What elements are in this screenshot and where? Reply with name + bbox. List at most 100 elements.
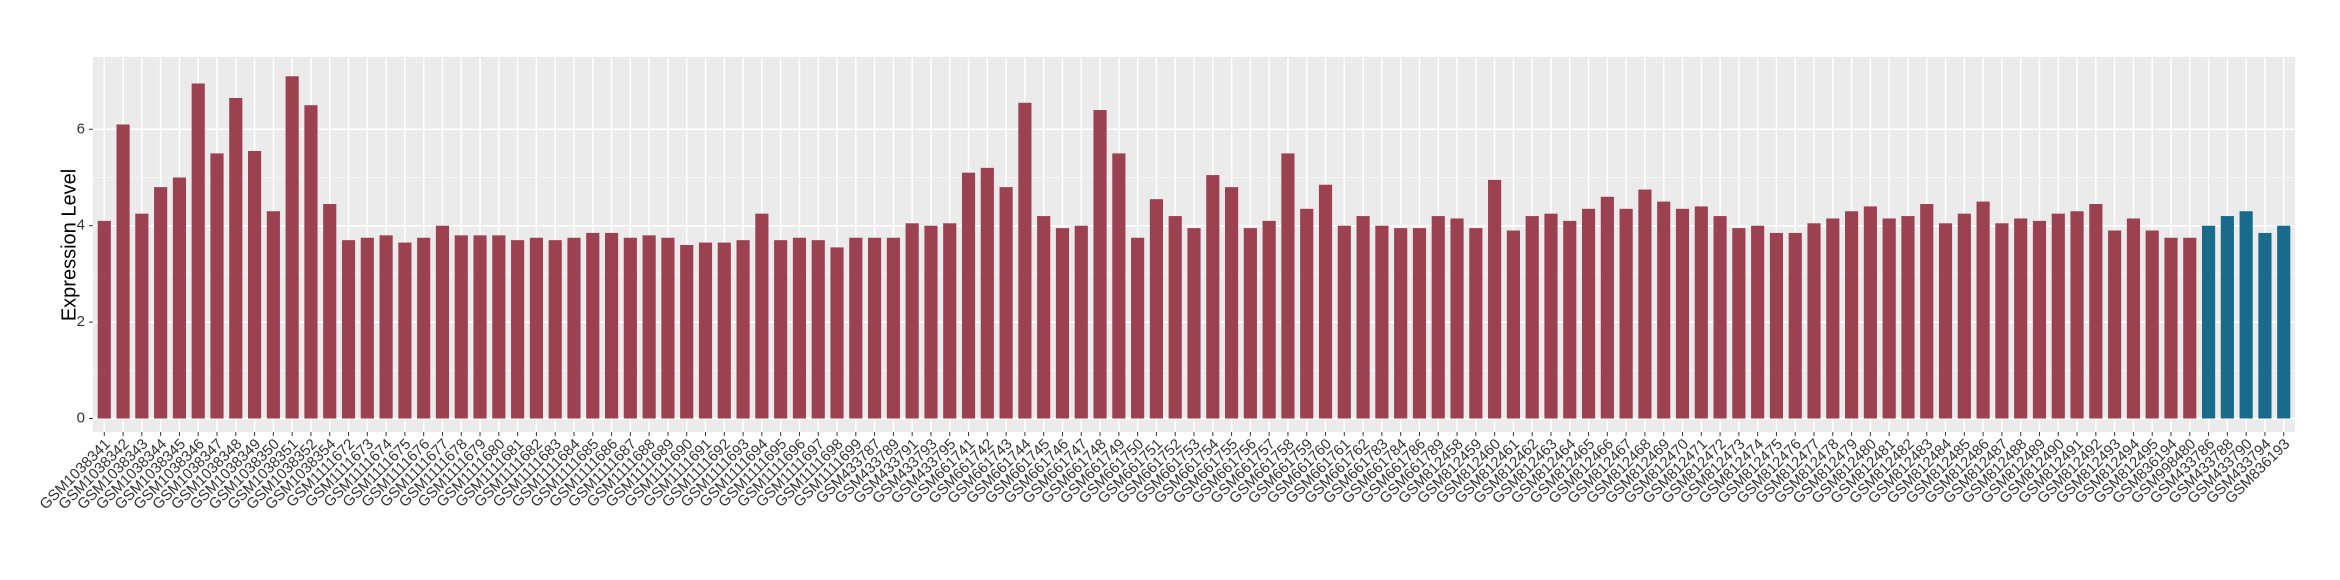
- bar: [1525, 216, 1539, 419]
- bar: [1769, 232, 1784, 419]
- labels: 0246GSM1038341GSM1038342GSM1038343GSM103…: [36, 120, 2293, 513]
- bar: [1168, 216, 1182, 419]
- bar: [1506, 230, 1520, 419]
- bar: [2051, 213, 2065, 419]
- bar: [1675, 208, 1690, 419]
- bars: [97, 76, 2291, 419]
- bar: [961, 172, 976, 419]
- bar: [435, 225, 450, 419]
- bar: [172, 177, 187, 419]
- bar: [1788, 232, 1802, 419]
- bar: [717, 242, 731, 419]
- bar: [1262, 220, 1276, 419]
- bar: [1807, 223, 1821, 419]
- bar: [924, 225, 938, 419]
- bar: [116, 124, 130, 419]
- bar: [1488, 179, 1502, 419]
- bar: [1901, 216, 1915, 419]
- bar: [492, 235, 506, 419]
- bar: [1469, 228, 1483, 419]
- bar: [1131, 237, 1145, 419]
- bar: [210, 153, 224, 419]
- bar: [266, 211, 280, 419]
- bar: [2126, 218, 2140, 419]
- bar: [680, 244, 694, 419]
- bar: [849, 237, 863, 419]
- bar: [454, 235, 468, 419]
- bar: [511, 240, 525, 419]
- bar: [1581, 208, 1596, 419]
- bar: [1431, 216, 1445, 419]
- bar: [1713, 216, 1727, 419]
- bar: [1018, 102, 1032, 419]
- bar: [1619, 208, 1633, 419]
- bar: [1751, 225, 1765, 419]
- bar: [229, 97, 243, 419]
- bar: [980, 167, 994, 419]
- bar: [1657, 201, 1671, 419]
- bar: [642, 235, 656, 419]
- bar: [943, 223, 957, 419]
- bar: [341, 240, 356, 419]
- bar: [1938, 223, 1953, 419]
- bar: [1300, 208, 1314, 419]
- bar: [1845, 211, 1859, 419]
- bar: [2145, 230, 2159, 419]
- bar: [2201, 225, 2216, 419]
- bar: [248, 150, 262, 419]
- bar: [1375, 225, 1389, 419]
- bar: [698, 242, 713, 419]
- bar: [97, 220, 111, 419]
- bar: [304, 105, 318, 419]
- bar: [1318, 184, 1333, 419]
- bar: [1149, 199, 1163, 419]
- bar: [1995, 223, 2009, 419]
- bar: [285, 76, 299, 419]
- bar: [2070, 211, 2084, 419]
- bar: [1187, 228, 1201, 419]
- bar: [2089, 204, 2103, 419]
- bar: [191, 83, 205, 419]
- bar: [135, 213, 149, 419]
- bar: [2014, 218, 2028, 419]
- bar: [586, 232, 600, 419]
- bar: [1694, 206, 1708, 419]
- bar: [830, 247, 844, 419]
- bar: [886, 237, 900, 419]
- bar: [417, 237, 431, 419]
- bar: [623, 237, 637, 419]
- bar: [1450, 218, 1464, 419]
- bar: [999, 187, 1013, 419]
- bar: [1600, 196, 1614, 419]
- bar: [567, 237, 581, 419]
- bar: [1544, 213, 1558, 419]
- bar: [398, 242, 412, 419]
- bar: [1920, 204, 1934, 419]
- y-tick-label: 6: [77, 120, 85, 137]
- y-tick-label: 0: [77, 409, 85, 426]
- bar: [868, 237, 882, 419]
- bar: [2277, 225, 2291, 419]
- bar: [2164, 237, 2178, 419]
- bar: [473, 235, 487, 419]
- bar: [1976, 201, 1990, 419]
- bar: [1394, 228, 1408, 419]
- bar: [792, 237, 807, 419]
- bar: [1093, 110, 1107, 419]
- bar: [1826, 218, 1840, 419]
- bar: [604, 232, 619, 419]
- bar: [811, 240, 825, 419]
- bar: [905, 223, 919, 419]
- y-tick-label: 4: [77, 217, 85, 234]
- bar: [2032, 220, 2047, 419]
- bar: [2239, 211, 2253, 419]
- bar: [1863, 206, 1877, 419]
- bar: [548, 240, 562, 419]
- bar: [360, 237, 374, 419]
- bar: [2220, 216, 2234, 419]
- bar: [1055, 228, 1070, 419]
- bar: [1112, 153, 1126, 419]
- bar: [1281, 153, 1295, 419]
- bar: [1882, 218, 1896, 419]
